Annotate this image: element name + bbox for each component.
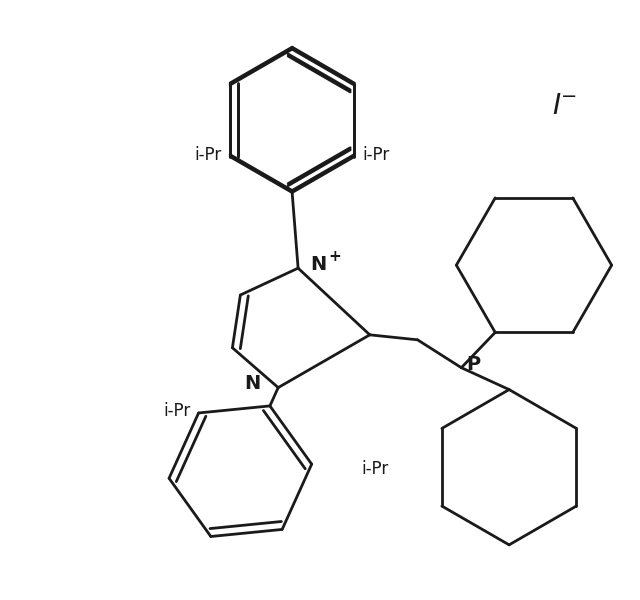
Text: N: N bbox=[244, 374, 260, 393]
Text: I$^{-}$: I$^{-}$ bbox=[552, 92, 576, 120]
Text: N: N bbox=[310, 254, 326, 274]
Text: P: P bbox=[467, 355, 481, 374]
Text: i-Pr: i-Pr bbox=[195, 146, 222, 164]
Text: i-Pr: i-Pr bbox=[163, 402, 191, 420]
Text: i-Pr: i-Pr bbox=[362, 460, 388, 478]
Text: i-Pr: i-Pr bbox=[362, 146, 389, 164]
Text: +: + bbox=[328, 249, 340, 264]
